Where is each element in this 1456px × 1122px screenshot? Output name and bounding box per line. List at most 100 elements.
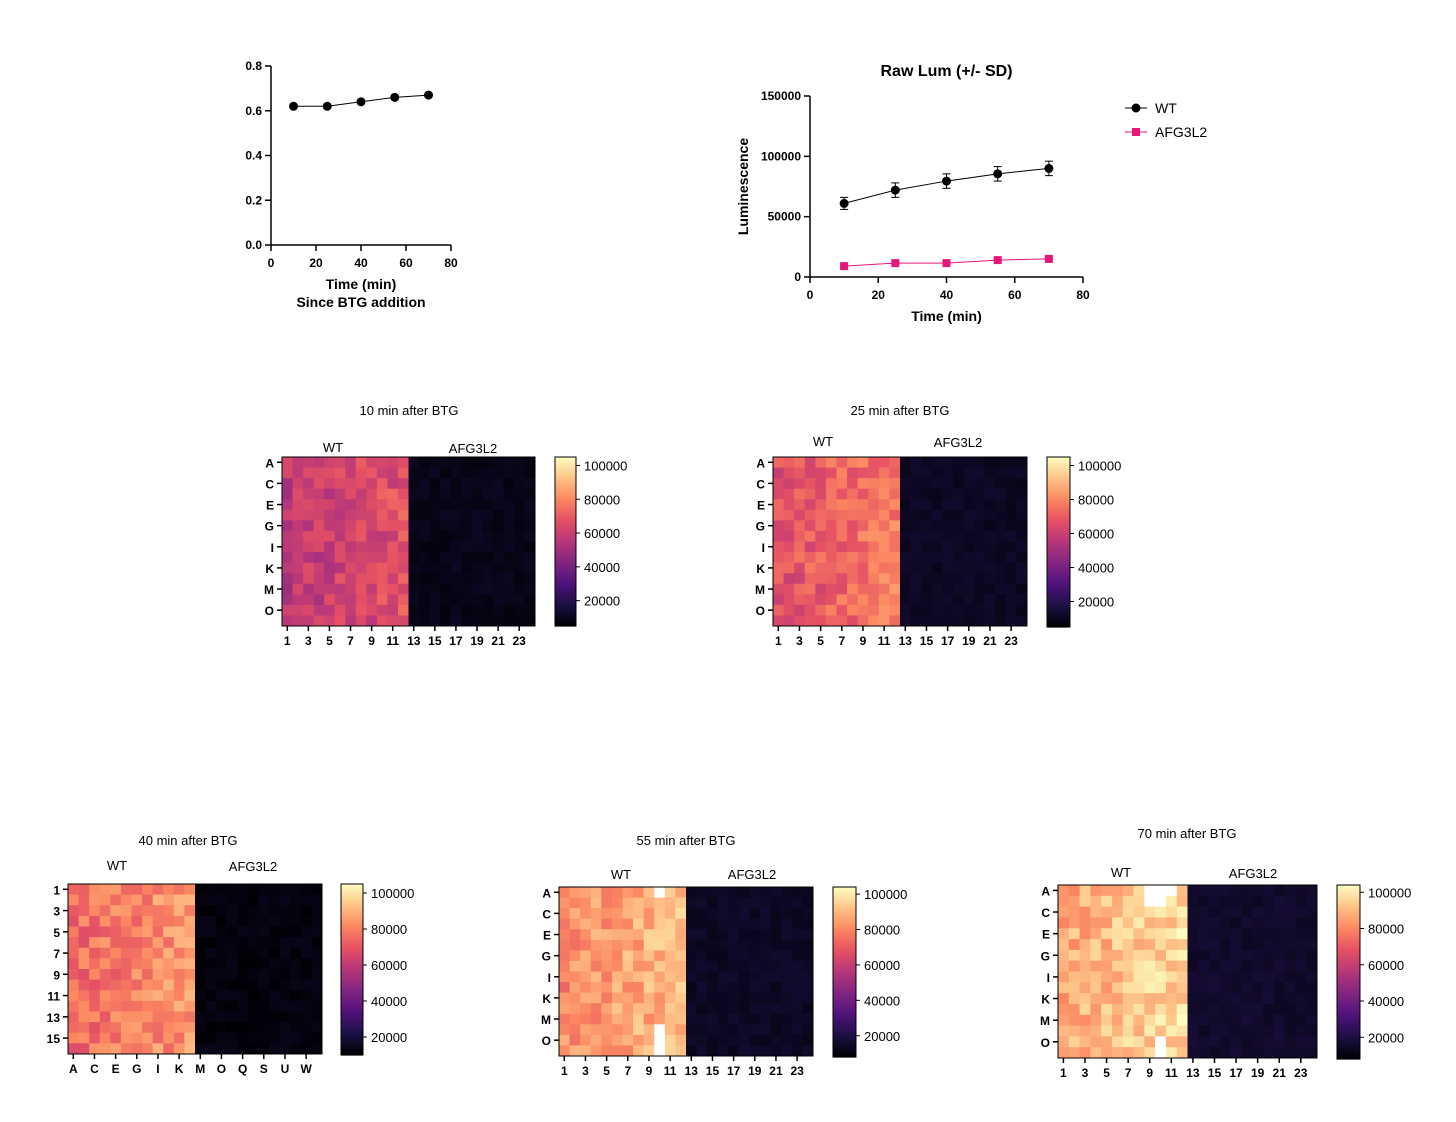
heatmap-cell (878, 604, 890, 616)
heatmap-cell (749, 939, 761, 951)
heatmap-cell (461, 562, 473, 574)
heatmap-cell (173, 937, 185, 949)
heatmap-cell (163, 915, 175, 927)
heatmap-cell (910, 583, 922, 595)
heatmap-cell (1187, 917, 1199, 929)
heatmap-cell (131, 915, 143, 927)
colorbar-segment (341, 1049, 363, 1053)
col-label: C (90, 1062, 99, 1076)
x-axis-label: Time (min) (326, 276, 397, 292)
heatmap-cell (791, 1003, 803, 1015)
colorbar-segment (341, 915, 363, 919)
heatmap-cell (1295, 993, 1307, 1005)
heatmap-cell (513, 541, 525, 553)
heatmap-cell (804, 499, 816, 511)
colorbar-segment (341, 1026, 363, 1030)
heatmap-cell (1273, 1025, 1286, 1037)
colorbar-segment (1337, 1018, 1360, 1022)
heatmap-cell (195, 915, 207, 927)
heatmap-cell (131, 1011, 143, 1023)
heatmap-cell (696, 982, 708, 994)
data-point (839, 198, 849, 208)
colorbar-tick-label: 60000 (864, 958, 900, 973)
heatmap-cell (173, 958, 185, 970)
heatmap-cell (643, 887, 655, 899)
heatmap-cell (931, 520, 943, 532)
heatmap-cell (738, 918, 750, 930)
colorbar-segment (341, 989, 363, 993)
heatmap-cell (569, 1034, 581, 1046)
heatmap-cell (450, 478, 462, 490)
group-label-wt: WT (323, 440, 343, 455)
heatmap-cell (1198, 971, 1210, 983)
colorbar-segment (1047, 601, 1070, 605)
heatmap-cell (815, 509, 827, 521)
heatmap-cell (738, 908, 750, 920)
heatmap-cell (450, 573, 462, 585)
heatmap-cell (195, 884, 207, 896)
heatmap-cell (611, 950, 623, 962)
heatmap-cell (1273, 917, 1286, 929)
heatmap-cell (290, 915, 302, 927)
heatmap-cell (247, 894, 259, 906)
heatmap-cell (311, 958, 323, 970)
heatmap-cell (524, 478, 536, 490)
heatmap-cell (1058, 993, 1070, 1005)
heatmap-cell (1187, 939, 1199, 951)
heatmap-cell (345, 541, 357, 553)
colorbar-segment (833, 966, 856, 970)
heatmap-cell (110, 905, 122, 917)
heatmap-cell (99, 1043, 111, 1055)
heatmap-cell (1155, 928, 1167, 940)
heatmap-cell (205, 969, 217, 981)
colorbar-segment (341, 1052, 363, 1056)
colorbar-tick-label: 80000 (371, 922, 407, 937)
heatmap-cell (815, 615, 827, 627)
colorbar-segment (341, 1020, 363, 1025)
heatmap-cell (773, 499, 785, 511)
heatmap-cell (664, 1045, 676, 1057)
heatmap-cell (184, 905, 196, 917)
colorbar-segment (341, 926, 363, 931)
heatmap-cell (717, 1024, 729, 1036)
heatmap-cell (749, 887, 761, 899)
heatmap-cell (131, 1043, 143, 1055)
colorbar-segment (555, 552, 576, 557)
data-point (1044, 163, 1054, 173)
heatmap-cell (707, 992, 719, 1004)
heatmap-cell (173, 884, 185, 896)
heatmap-cell (397, 594, 409, 606)
heatmap-cell (440, 478, 452, 490)
heatmap-cell (408, 541, 420, 553)
heatmap-cell (408, 594, 420, 606)
heatmap-cell (1263, 1025, 1275, 1037)
heatmap-cell (686, 992, 698, 1004)
heatmap-cell (1284, 1047, 1296, 1059)
heatmap-cell (974, 499, 986, 511)
colorbar-segment (1047, 525, 1070, 529)
heatmap-cell (622, 897, 634, 909)
colorbar-segment (341, 1043, 363, 1048)
heatmap-cell (717, 929, 729, 941)
colorbar-segment (1047, 567, 1070, 571)
colorbar-segment (1337, 1006, 1360, 1011)
heatmap-cell (440, 509, 452, 521)
heatmap-cell (590, 1034, 602, 1046)
heatmap-cell (237, 969, 249, 981)
heatmap-cell (1016, 488, 1028, 500)
heatmap-cell (974, 594, 986, 606)
heatmap-cell (282, 594, 294, 606)
heatmap-cell (1187, 982, 1199, 994)
heatmap-cell (195, 1043, 207, 1055)
heatmap-cell (471, 457, 483, 469)
heatmap-cell (366, 509, 378, 521)
colorbar-segment (833, 915, 856, 919)
heatmap-cell (1005, 573, 1017, 585)
heatmap-cell (163, 1011, 175, 1023)
heatmap-cell (654, 939, 666, 951)
heatmap-cell (503, 604, 515, 616)
heatmap-cell (142, 915, 154, 927)
heatmap-cell (1101, 1003, 1113, 1016)
colorbar-segment (555, 623, 576, 627)
